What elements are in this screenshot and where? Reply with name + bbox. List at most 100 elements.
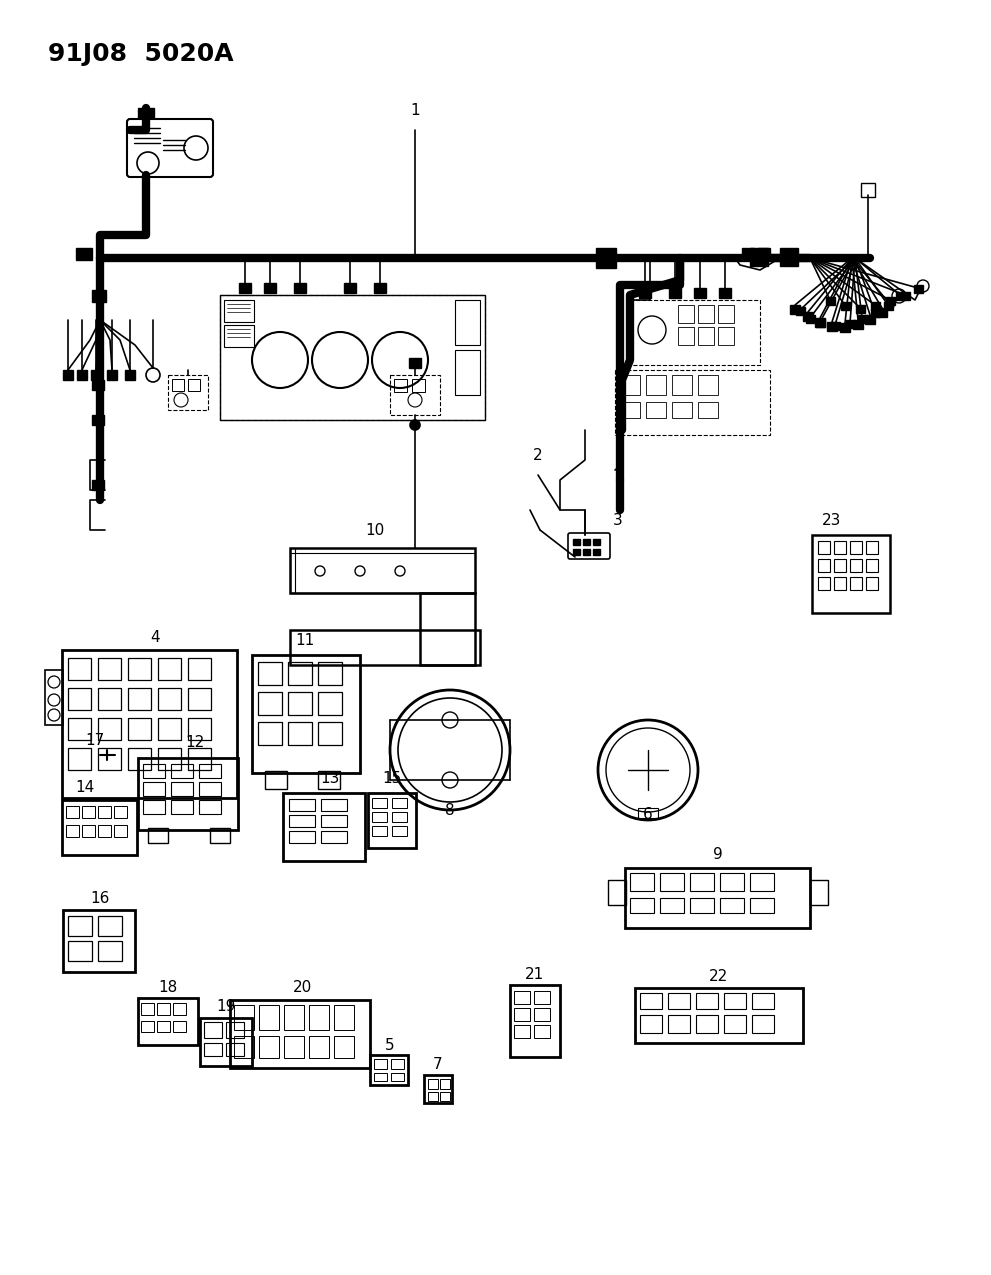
Bar [98,825,111,836]
Bar [220,295,485,419]
Bar [866,558,878,572]
Bar [92,380,104,390]
Bar [428,1079,438,1089]
Bar [98,718,121,740]
Bar [668,1015,690,1033]
Bar [672,375,692,395]
Text: 2: 2 [533,448,543,463]
Bar [620,375,640,395]
Bar [68,915,92,936]
Bar [818,578,830,590]
Bar [143,799,165,813]
Bar [678,326,694,346]
Bar [871,302,880,310]
Text: 20: 20 [292,980,311,994]
Bar [850,541,862,555]
Bar [264,283,276,293]
Bar [230,1000,370,1068]
Bar [259,1037,279,1058]
Text: 4: 4 [151,630,160,645]
Bar [318,662,342,685]
Bar [288,662,312,685]
Bar [573,539,580,544]
Bar [615,370,770,435]
Bar [583,539,590,544]
Bar [334,1005,354,1030]
Bar [82,806,95,819]
Bar [321,831,347,843]
Bar [114,806,127,819]
Bar [141,1003,154,1015]
Bar [850,558,862,572]
Bar [259,1005,279,1030]
Bar [82,825,95,836]
Bar [321,815,347,827]
Bar [901,292,910,300]
Bar [583,550,590,555]
Bar [98,915,122,936]
Bar [638,808,658,819]
Bar [114,825,127,836]
Bar [620,402,640,418]
Bar [138,998,198,1046]
Bar [646,375,666,395]
Text: 19: 19 [216,1000,236,1014]
Bar [720,898,744,913]
Bar [640,993,662,1009]
Bar [871,309,880,317]
Bar [171,782,193,796]
Bar [62,799,137,856]
Bar [289,831,315,843]
Bar [455,351,480,395]
Bar [258,692,282,715]
Bar [850,578,862,590]
Bar [694,288,706,298]
Bar [818,558,830,572]
Bar [138,759,238,830]
Bar [128,718,151,740]
Bar [840,323,850,332]
Bar [370,1054,408,1085]
Text: 12: 12 [185,734,204,750]
Bar [752,993,774,1009]
Bar [818,541,830,555]
Bar [158,688,181,710]
Text: 21: 21 [525,966,545,982]
Bar [886,297,895,305]
Bar [698,326,714,346]
Bar [309,1037,329,1058]
Bar [392,812,407,822]
Bar [831,323,840,330]
Bar [640,1015,662,1033]
Bar [780,249,798,266]
Bar [318,692,342,715]
Bar [309,1005,329,1030]
Bar [724,1015,746,1033]
Bar [290,548,475,593]
Bar [63,370,73,380]
Bar [690,873,714,891]
Bar [98,806,111,819]
Bar [157,1021,170,1031]
Bar [877,309,887,317]
Bar [420,593,475,666]
Bar [394,379,407,391]
Text: 14: 14 [75,780,95,796]
Bar [392,826,407,836]
Text: 15: 15 [383,771,401,785]
Bar [724,993,746,1009]
Bar [265,771,287,789]
Text: 10: 10 [366,523,385,538]
Bar [68,718,91,740]
Bar [428,1091,438,1102]
Bar [66,825,79,836]
Bar [630,898,654,913]
Bar [853,320,863,329]
Bar [77,370,87,380]
Bar [188,688,211,710]
Text: 5: 5 [385,1038,394,1053]
Bar [200,1017,252,1066]
Bar [204,1023,222,1038]
Bar [827,323,837,332]
Bar [698,375,718,395]
